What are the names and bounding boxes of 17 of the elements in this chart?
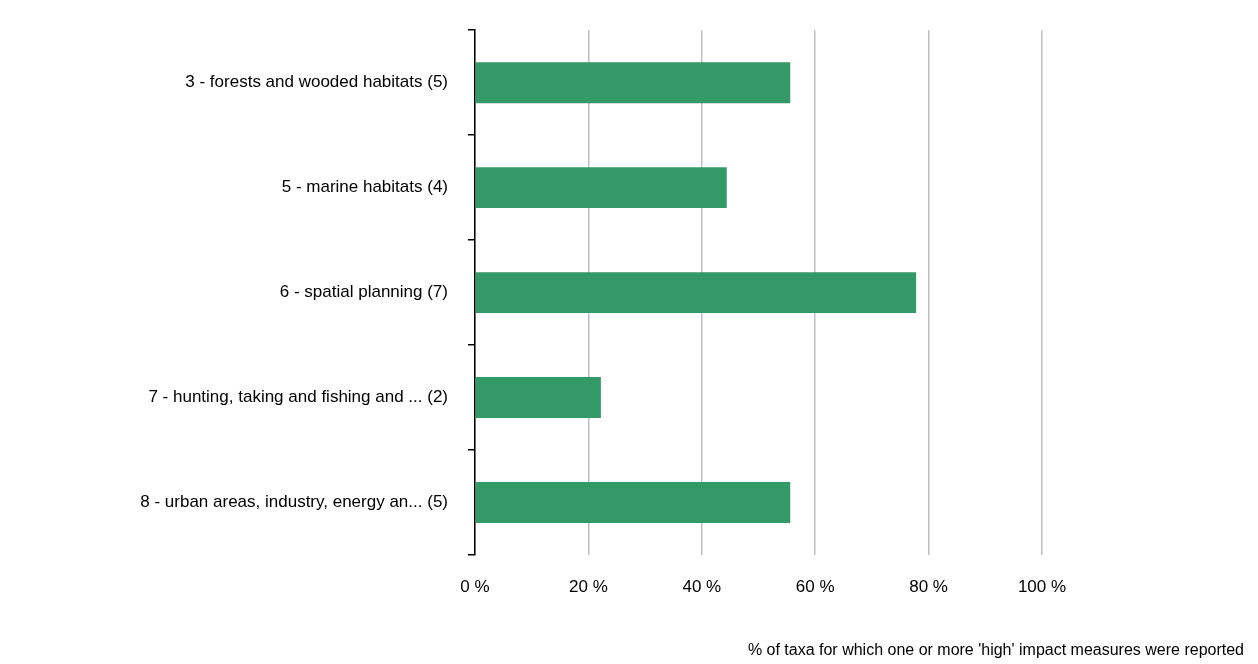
bar — [475, 482, 791, 523]
y-tick-label: 3 - forests and wooded habitats (5) — [185, 72, 448, 92]
x-tick-label: 0 % — [460, 576, 490, 596]
bar — [475, 167, 727, 209]
y-tick-label: 6 - spatial planning (7) — [279, 282, 448, 302]
x-tick-label: 60 % — [795, 576, 835, 596]
bar — [475, 272, 917, 314]
bar — [475, 377, 601, 419]
x-tick-label: 80 % — [909, 576, 948, 596]
x-tick-label: 20 % — [569, 576, 608, 596]
x-tick-label: 100 % — [1017, 576, 1067, 596]
x-tick-label: 40 % — [682, 576, 722, 596]
y-tick-label: 8 - urban areas, industry, energy an... (5) — [140, 492, 448, 512]
y-tick-label: 7 - hunting, taking and fishing and ... (2) — [148, 387, 448, 407]
bar — [475, 62, 791, 104]
y-tick-label: 5 - marine habitats (4) — [281, 177, 448, 197]
x-axis-title: % of taxa for which one or more 'high' impact measures were reported — [747, 641, 1244, 659]
